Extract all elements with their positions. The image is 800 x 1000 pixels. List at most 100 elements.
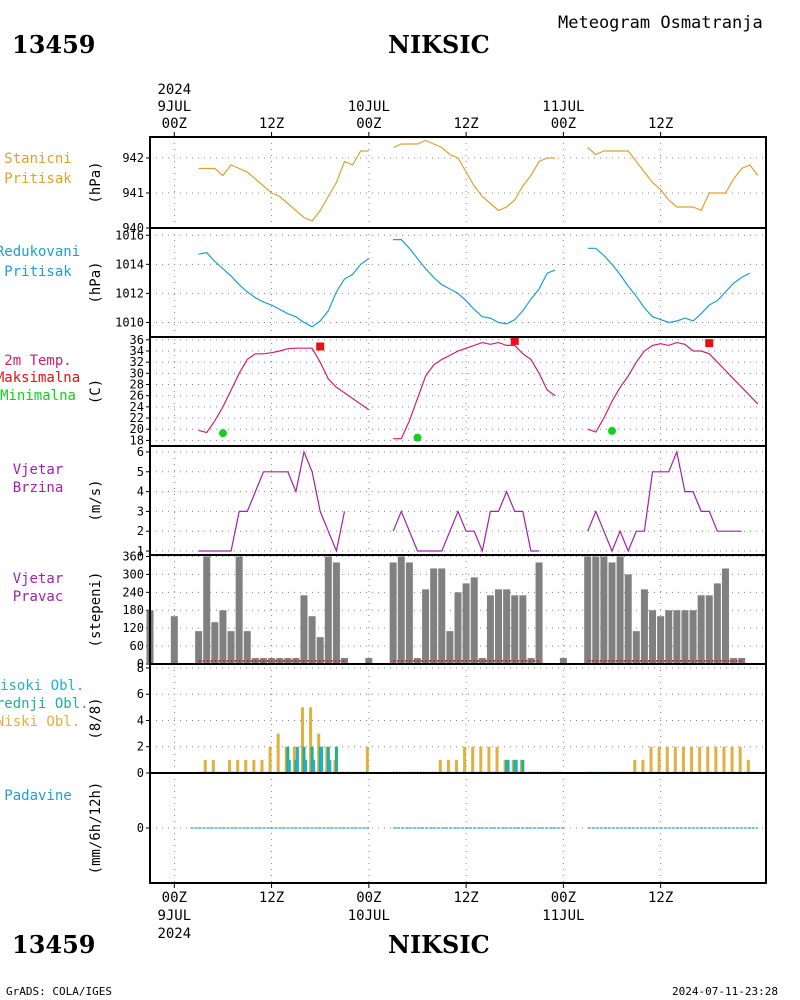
tmin-marker [413, 433, 422, 442]
time-tick-label: 00Z [551, 890, 576, 906]
cloud-bar [295, 746, 299, 773]
y-tick-label: 240 [122, 585, 144, 599]
series-line [198, 252, 370, 328]
panel-7 [146, 772, 767, 884]
product-title: Meteogram Osmatranja [558, 13, 763, 33]
cloud-bar [302, 746, 306, 773]
series-line [392, 139, 556, 212]
year-label: 2024 [157, 926, 191, 942]
cloud-bar [446, 759, 450, 773]
panel-frame [149, 772, 767, 884]
direction-bar [332, 562, 340, 664]
panel-5 [146, 554, 767, 665]
direction-bar [405, 562, 413, 664]
time-tick-label: 00Z [162, 116, 187, 132]
y-tick-label: 2 [137, 740, 144, 754]
direction-bar [632, 631, 640, 664]
direction-bar [584, 556, 592, 664]
cloud-bar [479, 746, 483, 773]
y-tick-label: 360 [122, 549, 144, 563]
y-tick-label: 36 [130, 333, 144, 347]
cloud-bar [252, 759, 256, 773]
y-tick-label: 60 [130, 639, 144, 653]
direction-bar [422, 589, 430, 664]
station-name-bottom: NIKSIC [388, 930, 490, 959]
cloud-bar [746, 759, 750, 773]
direction-bar [470, 577, 478, 664]
y-tick-label: 300 [122, 567, 144, 581]
cloud-bar [244, 759, 248, 773]
panel-label: 2m Temp. [4, 353, 71, 369]
cloud-bar [438, 759, 442, 773]
direction-bar [227, 631, 235, 664]
cloud-bar [326, 746, 330, 773]
direction-bar [511, 595, 519, 664]
year-label: 2024 [157, 82, 191, 98]
y-tick-label: 26 [130, 389, 144, 403]
y-tick-label: 34 [130, 344, 144, 358]
y-tick-label: 940 [122, 221, 144, 235]
panel-label: Padavine [4, 788, 71, 804]
series-line [393, 341, 556, 440]
cloud-bar [730, 746, 734, 773]
cloud-bar [268, 746, 272, 773]
y-tick-label: 1014 [115, 257, 144, 271]
direction-bar [519, 595, 527, 664]
panel-4 [146, 445, 767, 556]
cloud-bar [320, 746, 324, 773]
y-tick-label: 22 [130, 411, 144, 425]
y-tick-label: 32 [130, 355, 144, 369]
direction-bar [721, 568, 729, 664]
direction-bar [705, 595, 713, 664]
direction-bar [308, 616, 316, 664]
tmax-marker [705, 339, 714, 348]
cloud-bar [514, 759, 518, 773]
y-tick-label: 1016 [115, 228, 144, 242]
direction-bar [559, 658, 567, 664]
date-label: 10JUL [348, 908, 390, 924]
panel-label: Brzina [13, 480, 64, 496]
direction-bar [397, 556, 405, 664]
panel-label: Redukovani [0, 244, 80, 260]
y-tick-label: 0 [137, 766, 144, 780]
panel-label: Vjetar [13, 462, 64, 478]
panel-label: Pravac [13, 589, 64, 605]
series-line [393, 239, 556, 325]
time-tick-label: 00Z [356, 890, 381, 906]
direction-bar [486, 595, 494, 664]
direction-bar [657, 616, 665, 664]
direction-bar [624, 574, 632, 664]
panel-frame [149, 445, 767, 556]
y-tick-label: 4 [137, 485, 144, 499]
date-label: 10JUL [348, 99, 390, 115]
time-tick-label: 00Z [356, 116, 381, 132]
cloud-bar [722, 746, 726, 773]
cloud-bar [309, 707, 313, 773]
panel-6 [146, 663, 767, 774]
direction-bar [495, 589, 503, 664]
panel-frame [149, 227, 767, 338]
direction-bar [608, 562, 616, 664]
cloud-bar [455, 759, 458, 773]
direction-bar [681, 610, 689, 664]
direction-bar [389, 562, 397, 664]
cloud-bar [228, 759, 232, 773]
direction-bar [170, 616, 178, 664]
y-axis-label: (stepeni) [88, 572, 104, 648]
direction-bar [316, 637, 324, 664]
y-tick-label: 120 [122, 621, 144, 635]
cloud-bar [301, 707, 304, 773]
tmin-marker [608, 426, 616, 435]
time-tick-label: 12Z [259, 890, 284, 906]
direction-bar [665, 610, 673, 664]
cloud-bar [236, 759, 240, 773]
direction-bar [324, 556, 332, 664]
series-line [587, 449, 742, 553]
direction-bar [616, 556, 624, 664]
cloud-bar [649, 746, 653, 773]
cloud-bar [260, 759, 264, 773]
station-id-top: 13459 [12, 30, 96, 59]
cloud-bar [203, 759, 207, 773]
direction-bar [235, 556, 243, 664]
